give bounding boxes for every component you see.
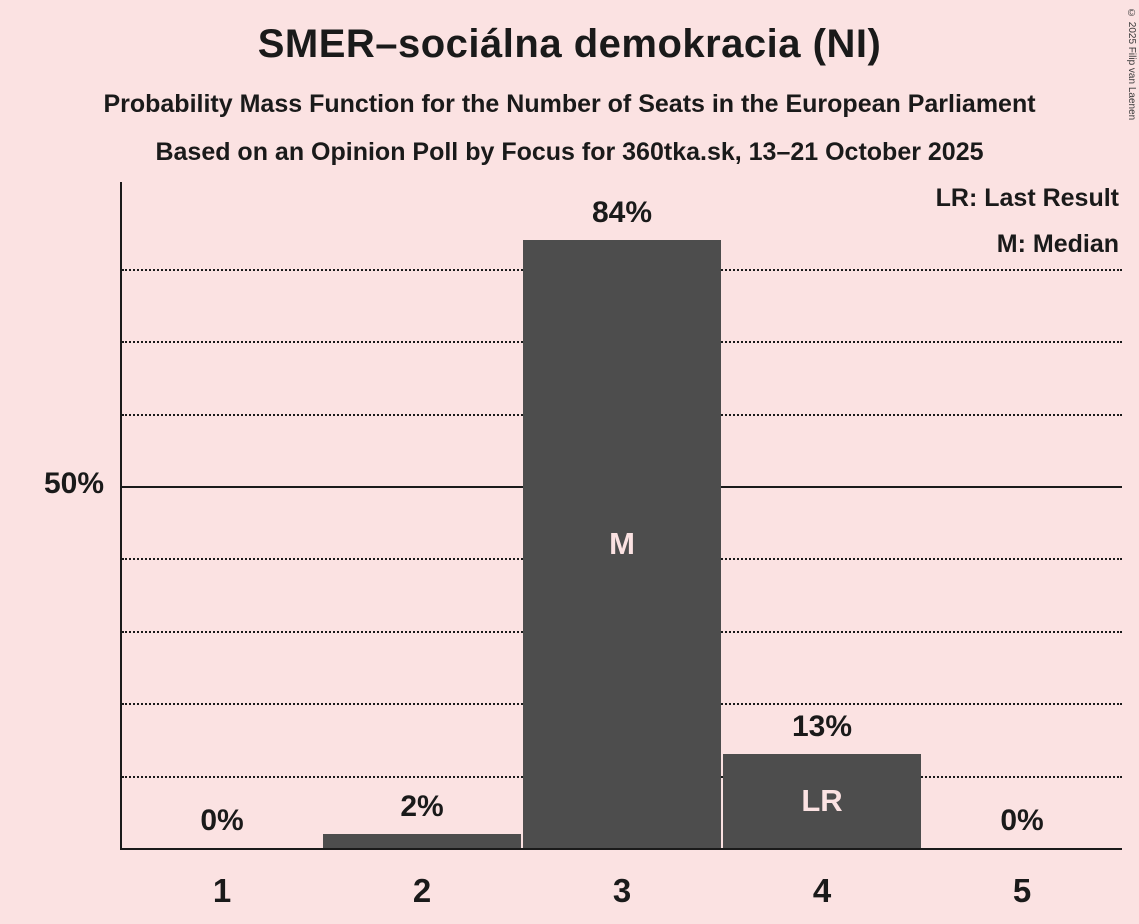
bar-seats-3: M [523, 239, 721, 848]
bar-seats-2 [323, 833, 521, 848]
plot-area: 0% 1 2% 2 M 84% 3 LR 13% 4 0% 5 [120, 182, 1122, 909]
x-tick-label-1: 1 [212, 872, 232, 909]
plot-column-1: 0% 1 [122, 182, 322, 909]
bar-value-label-4: 13% [791, 709, 853, 743]
x-tick-label-3: 3 [612, 872, 632, 909]
bar-annotation-lr: LR [801, 782, 843, 818]
chart-title: SMER–sociálna demokracia (NI) [257, 22, 882, 66]
bar-value-label-3: 84% [591, 195, 653, 229]
chart-subtitle-line1: Probability Mass Function for the Number… [103, 90, 1036, 118]
plot-column-4: LR 13% 4 [722, 182, 922, 909]
bar-value-label-1: 0% [200, 804, 244, 837]
legend-last-result: LR: Last Result [935, 184, 1119, 212]
legend-median: M: Median [996, 230, 1119, 258]
x-tick-label-4: 4 [812, 872, 832, 909]
y-axis-label-50: 50% [43, 467, 104, 500]
plot-column-2: 2% 2 [322, 182, 522, 909]
bar-value-label-2: 2% [400, 789, 444, 823]
x-tick-label-2: 2 [412, 872, 432, 909]
legend: LR: Last Result M: Median [936, 184, 1119, 276]
plot-column-5: 0% 5 [922, 182, 1122, 909]
bar-value-label-5: 0% [1000, 804, 1044, 837]
copyright-notice: © 2025 Filip van Laenen [1126, 8, 1137, 121]
bar-seats-4: LR [723, 753, 921, 848]
chart-subtitle-line2: Based on an Opinion Poll by Focus for 36… [155, 138, 984, 166]
x-tick-label-5: 5 [1012, 872, 1032, 909]
bar-annotation-m: M [609, 525, 635, 561]
plot-column-3: M 84% 3 [522, 182, 722, 909]
